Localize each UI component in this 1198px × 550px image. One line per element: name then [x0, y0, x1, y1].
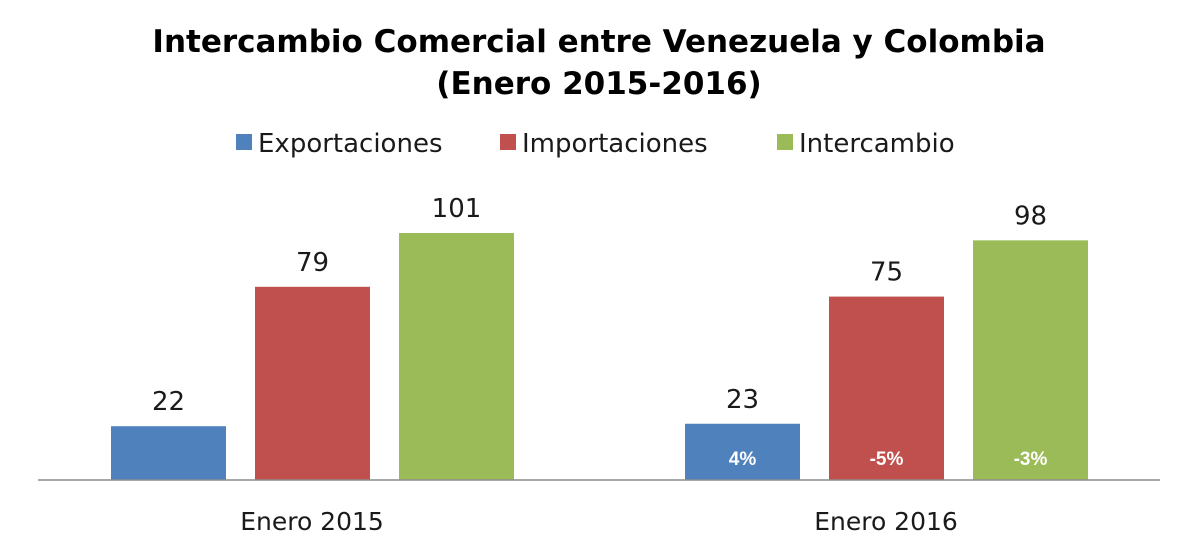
legend-label-importaciones: Importaciones	[522, 129, 708, 159]
change-label-intercambio-enero-2016: -3%	[1014, 449, 1048, 470]
legend-swatch-exportaciones	[236, 134, 252, 150]
chart-title-line2: (Enero 2015-2016)	[436, 66, 761, 102]
bar-exportaciones-enero-2015	[111, 426, 226, 480]
legend-swatch-intercambio	[777, 134, 793, 150]
chart-title-line1: Intercambio Comercial entre Venezuela y …	[152, 24, 1045, 60]
value-label-exportaciones-enero-2016: 23	[726, 385, 759, 415]
value-label-exportaciones-enero-2015: 22	[152, 387, 185, 417]
bar-exportaciones-enero-2016	[685, 423, 800, 480]
legend-label-exportaciones: Exportaciones	[258, 129, 443, 159]
legend: Exportaciones Importaciones Intercambio	[236, 129, 955, 159]
bar-intercambio-enero-2016	[973, 240, 1088, 480]
category-label-enero-2015: Enero 2015	[240, 507, 384, 536]
value-label-intercambio-enero-2015: 101	[432, 194, 482, 224]
legend-swatch-importaciones	[500, 134, 516, 150]
category-label-enero-2016: Enero 2016	[814, 507, 958, 536]
change-label-importaciones-enero-2016: -5%	[870, 449, 904, 470]
value-label-importaciones-enero-2016: 75	[870, 258, 903, 288]
value-label-importaciones-enero-2015: 79	[296, 248, 329, 278]
legend-label-intercambio: Intercambio	[799, 129, 955, 159]
bar-intercambio-enero-2015	[399, 233, 514, 480]
change-label-exportaciones-enero-2016: 4%	[729, 449, 757, 470]
bar-importaciones-enero-2016	[829, 296, 944, 480]
bars: 22 79 101 23 4% 75 -5% 98 -3%	[111, 194, 1088, 480]
bar-importaciones-enero-2015	[255, 286, 370, 480]
value-label-intercambio-enero-2016: 98	[1014, 201, 1047, 231]
